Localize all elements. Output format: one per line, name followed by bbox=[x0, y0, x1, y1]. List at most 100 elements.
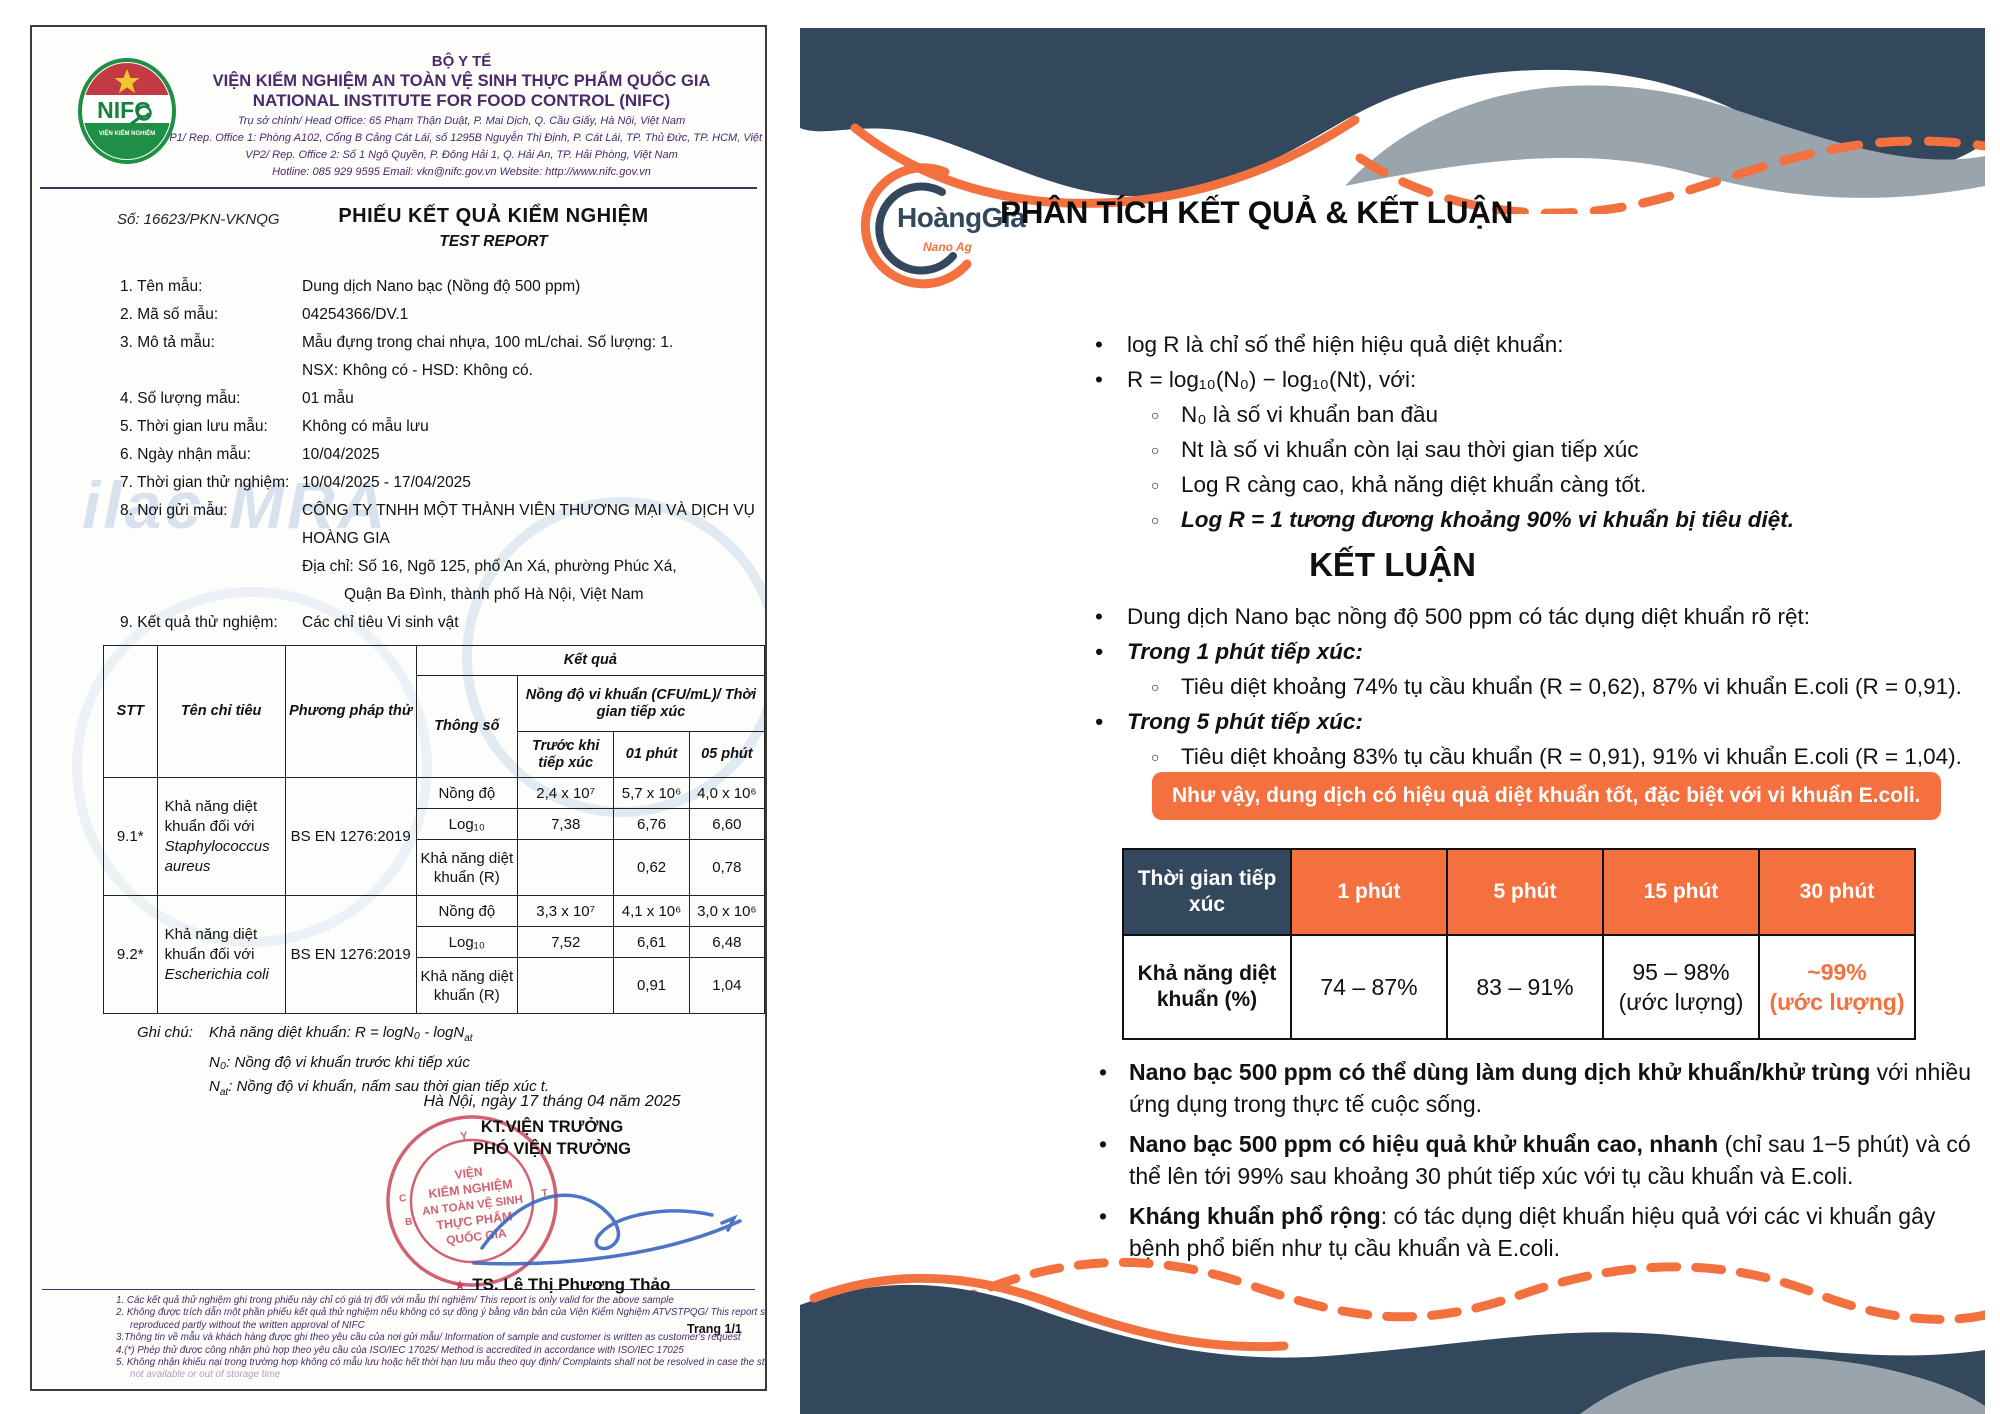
hoang-gia-logo-text: HoàngGia bbox=[897, 202, 1026, 233]
document-subtitle: TEST REPORT bbox=[439, 233, 548, 250]
bottom-wave-decoration bbox=[800, 1257, 1985, 1414]
col-header-phuong-phap-thu: Phương pháp thử bbox=[284, 645, 417, 778]
param-label: Nồng độ bbox=[415, 777, 518, 809]
nifc-logo-icon: NIFC VIỆN KIỂM NGHIỆM bbox=[78, 58, 176, 164]
field-mo-ta-mau: 3. Mô tả mẫu: Mẫu đựng trong chai nhựa, … bbox=[120, 329, 751, 385]
nifc-logo-subtext: VIỆN KIỂM NGHIỆM bbox=[99, 129, 155, 137]
signer-name: ★ TS. Lê Thị Phương Thảo bbox=[453, 1275, 671, 1294]
summary-value-15min: 95 – 98% (ước lượng) bbox=[1602, 934, 1760, 1040]
highlight-banner: Như vậy, dung dịch có hiệu quả diệt khuẩ… bbox=[1152, 772, 1941, 820]
value-5min: 1,04 bbox=[688, 957, 765, 1014]
official-red-stamp: Y C B T VIỆN KIỂM NGHIỆM AN TOÀN VỆ SINH… bbox=[386, 1115, 558, 1287]
nano-ag-logo-subtext: Nano Ag bbox=[923, 240, 972, 254]
sample-info-fields: 1. Tên mẫu: Dung dịch Nano bạc (Nồng độ … bbox=[120, 273, 755, 637]
summary-value-5min: 83 – 91% bbox=[1446, 934, 1604, 1040]
field-label: 8. Nơi gửi mẫu: bbox=[120, 502, 228, 519]
row-stt: 9.2* bbox=[103, 895, 158, 1014]
field-ngay-nhan-mau: 6. Ngày nhận mẫu: 10/04/2025 bbox=[120, 441, 751, 469]
field-ma-so-mau: 2. Mã số mẫu: 04254366/DV.1 bbox=[120, 301, 751, 329]
panel-title: PHÂN TÍCH KẾT QUẢ & KẾT LUẬN bbox=[1000, 194, 1514, 230]
results-table: STT Tên chỉ tiêu Phương pháp thử Kết quả… bbox=[103, 645, 765, 1014]
param-label: Nồng độ bbox=[415, 895, 518, 927]
row-indicator-name: Khả năng diệt khuẩn đối với Staphylococc… bbox=[156, 777, 286, 896]
note-nat: Nat: Nồng độ vi khuẩn, nấm sau thời gian… bbox=[209, 1078, 550, 1098]
footer-note: 2. Không được trích dẫn một phần phiếu k… bbox=[116, 1307, 767, 1319]
hoang-gia-logo-arcs-icon bbox=[860, 163, 972, 289]
field-label: 9. Kết quả thử nghiệm: bbox=[120, 614, 278, 631]
field-value: 10/04/2025 bbox=[302, 446, 380, 463]
table-row: 9.2* Khả năng diệt khuẩn đối với Escheri… bbox=[103, 895, 765, 1014]
svg-text:Y: Y bbox=[460, 1130, 469, 1143]
table-row: Log₁₀ 7,38 6,76 6,60 bbox=[104, 808, 765, 840]
field-thoi-gian-luu-mau: 5. Thời gian lưu mẫu: Không có mẫu lưu bbox=[120, 413, 751, 441]
rep-office-1-address: VP1/ Rep. Office 1: Phòng A102, Cổng B C… bbox=[162, 132, 767, 144]
ministry-name: BỘ Y TẾ bbox=[431, 53, 492, 70]
field-value: Các chỉ tiêu Vi sinh vật bbox=[302, 614, 459, 631]
value-5min: 0,78 bbox=[688, 839, 765, 896]
value-1min: 6,76 bbox=[613, 808, 690, 840]
row-method: BS EN 1276:2019 bbox=[284, 777, 417, 896]
footer-divider bbox=[42, 1289, 755, 1290]
value-before bbox=[516, 839, 615, 896]
param-label: Khả năng diệt khuẩn (R) bbox=[415, 839, 518, 896]
field-label: 5. Thời gian lưu mẫu: bbox=[120, 418, 268, 435]
species-name: Escherichia coli bbox=[164, 965, 269, 983]
field-label: 6. Ngày nhận mẫu: bbox=[120, 446, 251, 463]
field-label: 1. Tên mẫu: bbox=[120, 278, 203, 295]
field-so-luong-mau: 4. Số lượng mẫu: 01 mẫu bbox=[120, 385, 751, 413]
value-1min: 5,7 x 10⁶ bbox=[613, 777, 690, 809]
institute-name-en: NATIONAL INSTITUTE FOR FOOD CONTROL (NIF… bbox=[252, 91, 671, 110]
field-value: 01 mẫu bbox=[302, 390, 354, 407]
field-value: Không có mẫu lưu bbox=[302, 418, 429, 435]
col-header-nong-do-vi-khuan: Nồng độ vi khuẩn (CFU/mL)/ Thời gian tiế… bbox=[516, 675, 765, 732]
document-header: BỘ Y TẾ VIỆN KIỂM NGHIỆM AN TOÀN VỆ SINH… bbox=[162, 53, 767, 179]
list-item: ○ Log R = 1 tương đương khoảng 90% vi khu… bbox=[1151, 507, 1795, 532]
svg-text:QUỐC GIA: QUỐC GIA bbox=[445, 1225, 507, 1247]
col-header-ten-chi-tieu: Tên chỉ tiêu bbox=[156, 645, 286, 778]
signature-block: Hà Nội, ngày 17 tháng 04 năm 2025 KT.VIỆ… bbox=[342, 1093, 762, 1159]
place-date-line: Hà Nội, ngày 17 tháng 04 năm 2025 bbox=[423, 1093, 681, 1110]
sender-address-line-2: Quận Ba Đình, thành phố Hà Nội, Việt Nam bbox=[344, 586, 644, 603]
value-5min: 3,0 x 10⁶ bbox=[688, 895, 765, 927]
col-header-05-phut: 05 phút bbox=[688, 731, 765, 778]
field-label: 3. Mô tả mẫu: bbox=[120, 334, 215, 351]
footer-note: reproduced partly without the written ap… bbox=[130, 1319, 365, 1331]
rep-office-2-address: VP2/ Rep. Office 2: Số 1 Ngô Quyền, P. Đ… bbox=[245, 149, 678, 161]
table-row: 9.1* Khả năng diệt khuẩn đối với Staphyl… bbox=[103, 777, 765, 896]
summary-table: Thời gian tiếp xúc 1 phút 5 phút 15 phút… bbox=[1122, 848, 1916, 1040]
field-label: 2. Mã số mẫu: bbox=[120, 306, 219, 323]
field-noi-gui-mau: 8. Nơi gửi mẫu: CÔNG TY TNHH MỘT THÀNH V… bbox=[120, 497, 755, 609]
value-1min: 0,91 bbox=[613, 957, 690, 1014]
param-label: Khả năng diệt khuẩn (R) bbox=[415, 957, 518, 1014]
head-office-address: Trụ sở chính/ Head Office: 65 Phạm Thận … bbox=[237, 115, 686, 127]
svg-text:T: T bbox=[541, 1188, 548, 1200]
field-ket-qua-thu-nghiem: 9. Kết quả thử nghiệm: Các chỉ tiêu Vi s… bbox=[120, 609, 751, 637]
sender-company-line-2: HOÀNG GIA bbox=[302, 530, 390, 547]
list-item: ○ Nt là số vi khuẩn còn lại sau thời gian… bbox=[1151, 437, 1639, 462]
value-5min: 6,60 bbox=[688, 808, 765, 840]
value-1min: 0,62 bbox=[613, 839, 690, 896]
summary-col-header-5min: 5 phút bbox=[1446, 848, 1604, 936]
field-value: Dung dịch Nano bạc (Nồng độ 500 ppm) bbox=[302, 278, 581, 295]
footer-fine-print: 1. Các kết quả thử nghiệm ghi trong phiế… bbox=[116, 1295, 767, 1382]
list-item: ○ N₀ là số vi khuẩn ban đầu bbox=[1151, 402, 1439, 427]
document-title-block: PHIẾU KẾT QUẢ KIỂM NGHIỆM TEST REPORT bbox=[242, 205, 745, 251]
value-5min: 4,0 x 10⁶ bbox=[688, 777, 765, 809]
note-formula: Khả năng diệt khuẩn: R = logN₀ - logNat bbox=[209, 1024, 473, 1044]
summary-col-header-15min: 15 phút bbox=[1602, 848, 1760, 936]
summary-row-label: Khả năng diệt khuẩn (%) bbox=[1122, 934, 1292, 1040]
summary-col-header-contact-time: Thời gian tiếp xúc bbox=[1122, 848, 1292, 936]
param-label: Log₁₀ bbox=[415, 808, 518, 840]
field-value: 10/04/2025 - 17/04/2025 bbox=[302, 474, 471, 491]
field-label: 4. Số lượng mẫu: bbox=[120, 390, 241, 407]
footer-note: 1. Các kết quả thử nghiệm ghi trong phiế… bbox=[116, 1295, 674, 1306]
field-value: Mẫu đựng trong chai nhựa, 100 mL/chai. S… bbox=[302, 334, 674, 351]
svg-text:VIỆN: VIỆN bbox=[454, 1164, 484, 1182]
value-before bbox=[516, 957, 615, 1014]
param-label: Log₁₀ bbox=[415, 926, 518, 958]
list-item: • Dung dịch Nano bạc nồng độ 500 ppm có t… bbox=[1095, 604, 1810, 629]
field-value: 04254366/DV.1 bbox=[302, 306, 409, 323]
col-header-truoc-khi-tiep-xuc: Trước khi tiếp xúc bbox=[516, 731, 615, 778]
signer-title-1: KT.VIỆN TRƯỞNG bbox=[480, 1118, 624, 1136]
col-header-stt: STT bbox=[103, 645, 158, 778]
